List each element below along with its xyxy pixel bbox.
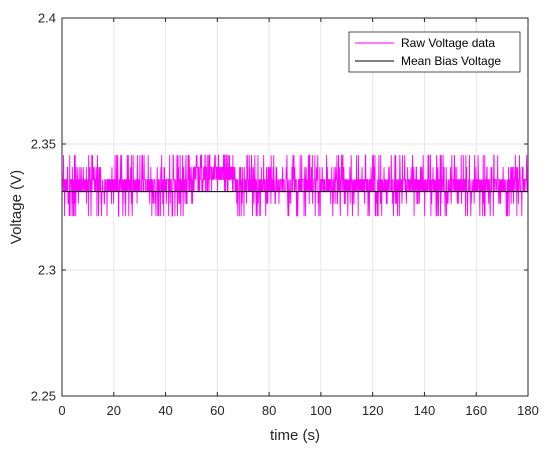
y-tick-label: 2.4 [38, 11, 56, 26]
x-axis-label: time (s) [270, 427, 320, 444]
legend: Raw Voltage data Mean Bias Voltage [348, 31, 521, 73]
x-tick-label: 0 [58, 403, 65, 418]
legend-box [348, 31, 521, 73]
x-tick-label: 160 [465, 403, 487, 418]
grid [62, 18, 528, 396]
legend-label-raw-voltage: Raw Voltage data [401, 36, 495, 50]
y-tick-label: 2.3 [38, 263, 56, 278]
x-tick-label: 40 [158, 403, 172, 418]
x-axis-ticks: 0 20 40 60 80 100 120 140 160 180 [58, 18, 539, 418]
x-tick-label: 140 [414, 403, 436, 418]
x-tick-label: 120 [362, 403, 384, 418]
legend-label-mean-bias: Mean Bias Voltage [401, 54, 501, 68]
x-tick-label: 80 [262, 403, 276, 418]
y-axis-ticks: 2.25 2.3 2.35 2.4 [31, 11, 528, 404]
x-tick-label: 180 [517, 403, 539, 418]
x-tick-label: 20 [107, 403, 121, 418]
y-tick-label: 2.25 [31, 389, 56, 404]
x-tick-label: 100 [310, 403, 332, 418]
plot-frame [61, 17, 529, 397]
x-tick-label: 60 [210, 403, 224, 418]
plot-area [62, 18, 528, 396]
y-tick-label: 2.35 [31, 137, 56, 152]
y-axis-label: Voltage (V) [8, 170, 25, 244]
